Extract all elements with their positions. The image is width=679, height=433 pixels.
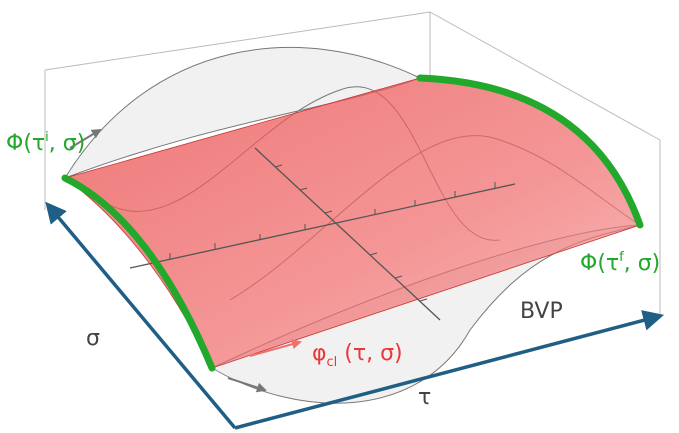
label-part: , σ) (49, 131, 86, 156)
bvp-label: BVP (520, 299, 563, 324)
final-label: Φ(τf, σ) (580, 250, 660, 276)
label-part: (τ, σ) (337, 341, 402, 366)
classical-label: φcl (τ, σ) (312, 341, 403, 370)
surface-diagram: Φ(τi, σ) Φ(τf, σ) φcl (τ, σ) BVP σ τ (0, 0, 679, 433)
sigma-axis-label: σ (86, 326, 100, 351)
label-part: , σ) (624, 251, 661, 276)
initial-label: Φ(τi, σ) (6, 130, 85, 156)
label-part: Φ(τ (580, 251, 619, 276)
label-sub: cl (327, 355, 338, 370)
label-part: φ (312, 341, 327, 366)
label-part: Φ(τ (6, 131, 45, 156)
tau-axis-label: τ (418, 385, 431, 410)
